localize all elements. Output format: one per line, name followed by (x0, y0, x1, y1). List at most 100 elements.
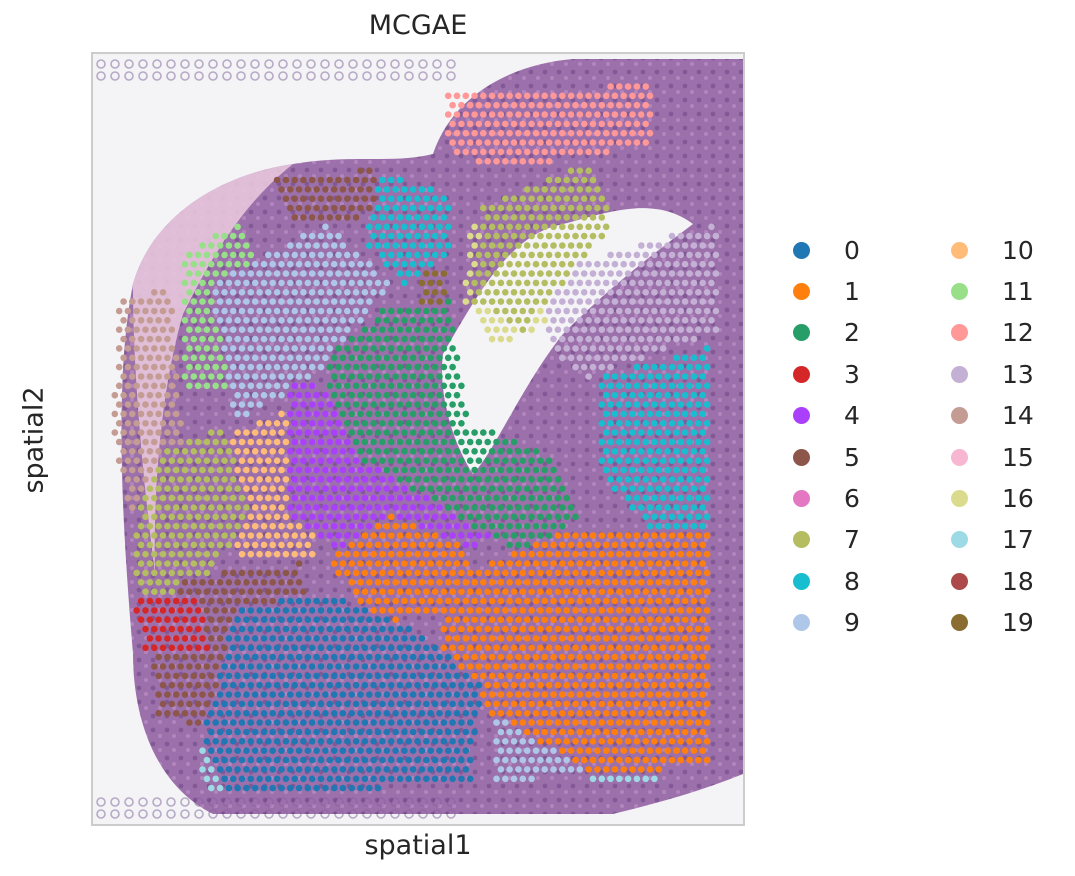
spot-cluster-1 (686, 644, 693, 652)
spot-cluster-12 (462, 92, 470, 100)
spot-cluster-2 (370, 326, 377, 334)
spot-cluster-10 (269, 429, 276, 436)
spot-cluster-9 (256, 307, 263, 315)
spot-cluster-13 (677, 251, 685, 259)
spot-cluster-11 (229, 251, 237, 259)
spot-cluster-1 (502, 700, 509, 708)
spot-cluster-0 (282, 756, 290, 764)
spot-cluster-0 (282, 607, 290, 614)
spot-cluster-0 (466, 756, 474, 764)
spot-cluster-2 (427, 429, 435, 436)
spot-cluster-11 (203, 289, 211, 296)
spot-cluster-17 (642, 775, 649, 783)
spot-cluster-9 (229, 401, 237, 408)
spot-cluster-0 (405, 756, 413, 764)
fiducial-dot (96, 59, 106, 69)
spot-cluster-9 (295, 260, 303, 268)
spot-cluster-2 (401, 317, 408, 324)
fiducial-dot (180, 797, 190, 807)
spot-cluster-8 (620, 391, 627, 399)
spot-cluster-14 (129, 335, 136, 343)
spot-cluster-13 (589, 270, 597, 277)
spot-cluster-1 (607, 625, 614, 633)
spot-cluster-1 (646, 579, 654, 586)
spot-cluster-7 (576, 167, 584, 174)
spot-cluster-0 (287, 728, 294, 736)
spot-cluster-0 (401, 691, 408, 698)
spot-cluster-1 (528, 719, 535, 726)
spot-cluster-0 (208, 747, 215, 754)
spot-cluster-5 (260, 597, 268, 605)
legend: 0 1 2 3 4 5 6 7 8 9 10 11 12 13 14 15 16 17 18 19 (780, 230, 1060, 650)
spot-cluster-7 (142, 532, 149, 539)
spot-cluster-5 (190, 672, 198, 680)
spot-cluster-13 (708, 317, 715, 324)
spot-cluster-0 (370, 625, 377, 633)
spot-cluster-2 (335, 401, 342, 408)
spot-cluster-8 (703, 457, 711, 465)
spot-cluster-1 (677, 644, 685, 652)
spot-cluster-2 (480, 429, 487, 436)
spot-cluster-2 (366, 335, 373, 343)
spot-cluster-7 (155, 522, 162, 530)
spot-cluster-2 (379, 307, 386, 315)
spot-cluster-0 (208, 710, 215, 717)
spot-cluster-2 (405, 420, 413, 427)
spot-cluster-5 (194, 588, 202, 595)
spot-cluster-0 (409, 691, 417, 698)
spot-cluster-2 (436, 410, 443, 418)
spot-cluster-1 (576, 635, 584, 642)
spot-cluster-2 (344, 345, 351, 352)
spot-cluster-9 (234, 410, 241, 418)
spot-cluster-12 (502, 120, 509, 128)
spot-cluster-1 (493, 625, 500, 633)
spot-cluster-5 (357, 167, 364, 174)
spot-cluster-7 (194, 550, 202, 558)
spot-cluster-8 (633, 420, 641, 427)
spot-cluster-1 (528, 625, 535, 633)
spot-cluster-12 (554, 139, 562, 146)
plot-area (91, 52, 745, 826)
spot-cluster-13 (651, 326, 658, 334)
spot-cluster-8 (703, 345, 711, 352)
spot-cluster-9 (493, 738, 500, 745)
spot-cluster-0 (405, 700, 413, 708)
spot-cluster-10 (282, 420, 290, 427)
spot-cluster-9 (238, 382, 246, 390)
spot-cluster-8 (686, 457, 693, 465)
spot-cluster-7 (203, 494, 211, 502)
spot-cluster-0 (383, 635, 391, 642)
spot-cluster-0 (313, 728, 320, 736)
spot-cluster-12 (616, 83, 623, 90)
spot-cluster-7 (159, 569, 167, 577)
spot-cluster-1 (572, 625, 579, 633)
spot-cluster-0 (295, 616, 303, 623)
spot-cluster-9 (313, 260, 320, 268)
spot-cluster-12 (484, 101, 492, 109)
spot-cluster-0 (431, 756, 439, 764)
fiducial-dot (180, 59, 190, 69)
spot-cluster-0 (396, 775, 404, 783)
spot-cluster-1 (550, 579, 557, 586)
spot-cluster-8 (405, 214, 413, 221)
spot-cluster-2 (449, 438, 456, 446)
spot-cluster-4 (330, 429, 338, 436)
spot-cluster-0 (444, 691, 452, 698)
spot-cluster-0 (238, 625, 246, 633)
spot-cluster-1 (409, 560, 417, 567)
spot-cluster-5 (251, 579, 259, 586)
spot-cluster-4 (339, 541, 347, 549)
spot-cluster-9 (515, 728, 522, 736)
spot-cluster-8 (392, 223, 399, 231)
spot-cluster-13 (594, 354, 601, 362)
spot-cluster-1 (607, 588, 614, 595)
spot-cluster-1 (519, 700, 527, 708)
spot-cluster-13 (545, 307, 553, 315)
spot-cluster-1 (440, 607, 448, 614)
spot-cluster-1 (545, 700, 553, 708)
spot-cluster-1 (620, 635, 627, 642)
spot-cluster-1 (423, 532, 430, 539)
spot-cluster-8 (651, 494, 658, 502)
spot-cluster-0 (414, 644, 421, 652)
spot-cluster-1 (497, 616, 505, 623)
